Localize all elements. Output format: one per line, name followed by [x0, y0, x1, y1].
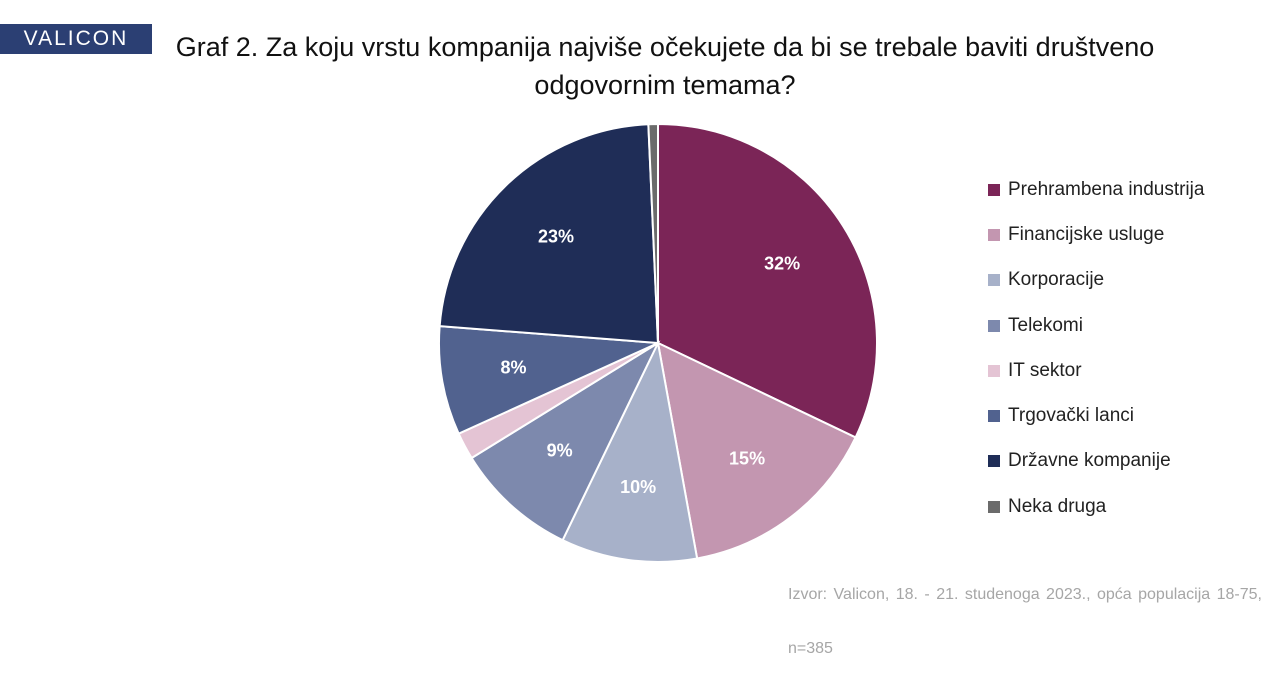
legend-label: Financijske usluge [1008, 223, 1165, 245]
pie-slice-2 [561, 339, 699, 563]
pie-slice-1 [656, 341, 857, 560]
pie-slice-3 [470, 340, 661, 542]
pie-slice-6 [438, 123, 660, 345]
legend-item-1: Financijske usluge [988, 212, 1204, 257]
slice-label-0: 32% [764, 254, 800, 274]
slice-label-1: 15% [729, 448, 765, 468]
legend-item-3: Telekomi [988, 303, 1204, 348]
legend-swatch [988, 228, 1000, 241]
legend-label: Korporacije [1008, 269, 1105, 291]
legend-label: Neka druga [1008, 495, 1107, 517]
legend-label: Telekomi [1008, 314, 1083, 336]
legend-swatch [988, 183, 1000, 196]
pie-chart: 32% 15% 10% 9% 8% 23% [438, 122, 878, 563]
pie-slice-7 [647, 122, 659, 344]
slice-label-3: 9% [547, 441, 573, 461]
legend-item-7: Neka druga [988, 484, 1204, 529]
slice-label-6: 23% [538, 226, 574, 246]
slice-label-2: 10% [620, 477, 656, 497]
pie-slice-5 [438, 325, 659, 436]
pie-slice-0 [657, 122, 878, 439]
legend-item-6: Državne kompanije [988, 439, 1204, 484]
legend-swatch [988, 274, 1000, 287]
legend-item-0: Prehrambena industrija [988, 167, 1204, 212]
legend-label: Državne kompanije [1008, 450, 1171, 472]
source-note: Izvor: Valicon, 18. - 21. studenoga 2023… [788, 586, 1262, 657]
legend-item-4: IT sektor [988, 348, 1204, 393]
legend-swatch [988, 500, 1000, 513]
legend-swatch [988, 455, 1000, 468]
legend-label: IT sektor [1008, 359, 1082, 381]
legend-swatch [988, 364, 1000, 377]
chart-legend: Prehrambena industrija Financijske usluge… [988, 167, 1204, 529]
legend-label: Trgovački lanci [1008, 405, 1135, 427]
chart-title: Graf 2. Za koju vrstu kompanija najviše … [175, 32, 1155, 100]
valicon-logo: VALICON [0, 24, 152, 54]
legend-item-5: Trgovački lanci [988, 393, 1204, 438]
legend-swatch [988, 410, 1000, 423]
legend-label: Prehrambena industrija [1008, 178, 1205, 200]
legend-swatch [988, 319, 1000, 332]
legend-item-2: Korporacije [988, 258, 1204, 303]
slice-label-5: 8% [501, 357, 527, 377]
